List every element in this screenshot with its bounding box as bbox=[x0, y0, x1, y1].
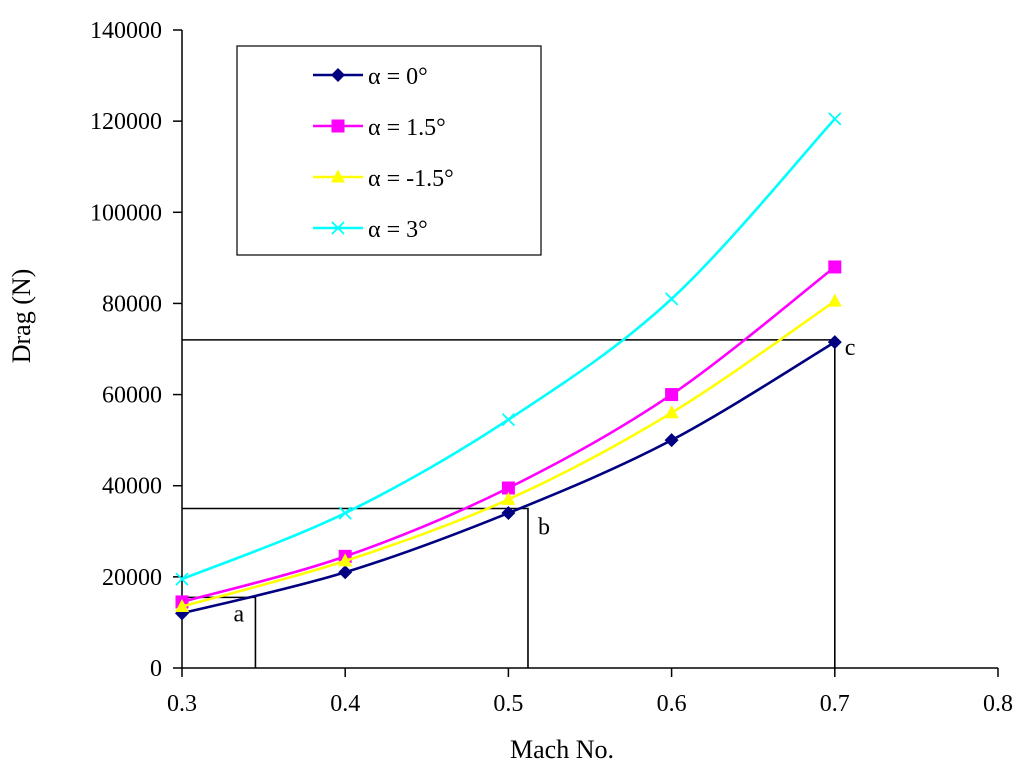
y-tick-label: 100000 bbox=[90, 200, 162, 226]
x-tick-label: 0.4 bbox=[330, 691, 360, 717]
series-2 bbox=[175, 293, 842, 612]
series-layer bbox=[175, 112, 842, 621]
y-tick-label: 140000 bbox=[90, 18, 162, 44]
y-tick-label: 120000 bbox=[90, 109, 162, 135]
data-point bbox=[501, 491, 516, 505]
data-point bbox=[338, 553, 353, 567]
series-line bbox=[181, 341, 836, 615]
legend-label: α = -1.5° bbox=[368, 166, 454, 192]
x-axis-title: Mach No. bbox=[510, 735, 614, 764]
guide-line-b bbox=[182, 507, 529, 668]
legend-entry: α = -1.5° bbox=[313, 166, 454, 192]
legend: α = 0° α = 1.5° α = -1.5° α = 3° bbox=[236, 45, 542, 256]
legend-marker bbox=[331, 221, 345, 235]
legend-marker bbox=[331, 68, 345, 82]
y-tick-label: 80000 bbox=[102, 291, 162, 317]
legend-entry: α = 0° bbox=[313, 64, 428, 90]
y-tick-label: 0 bbox=[150, 656, 162, 682]
data-point bbox=[827, 335, 842, 350]
y-tick-label: 40000 bbox=[102, 474, 162, 500]
point-label-a: a bbox=[233, 601, 244, 627]
data-point bbox=[175, 598, 189, 612]
data-point bbox=[664, 405, 679, 419]
data-point bbox=[828, 260, 842, 274]
data-point bbox=[828, 112, 842, 126]
legend-marker bbox=[331, 169, 345, 183]
x-ticks: 0.3 0.4 0.5 0.6 0.7 0.8 bbox=[167, 668, 1013, 717]
legend-entry: α = 3° bbox=[313, 217, 428, 243]
data-point bbox=[665, 388, 679, 402]
y-ticks: 0 20000 40000 60000 80000 100000 120000 140000 bbox=[90, 18, 182, 682]
x-tick-label: 0.7 bbox=[820, 691, 850, 717]
y-axis-title: Drag (N) bbox=[7, 269, 36, 364]
data-point bbox=[501, 506, 516, 521]
x-tick-label: 0.8 bbox=[983, 691, 1013, 717]
series-line bbox=[181, 117, 836, 581]
x-tick-label: 0.3 bbox=[167, 691, 197, 717]
data-point bbox=[501, 481, 515, 495]
legend-label: α = 0° bbox=[368, 64, 428, 90]
legend-box bbox=[236, 45, 542, 256]
data-point bbox=[501, 412, 516, 427]
data-point bbox=[338, 506, 352, 520]
legend-marker bbox=[331, 119, 345, 133]
data-point bbox=[175, 572, 189, 586]
legend-entry: α = 1.5° bbox=[313, 115, 446, 141]
point-label-b: b bbox=[538, 515, 550, 541]
data-point bbox=[664, 292, 679, 306]
axes bbox=[181, 30, 998, 669]
y-tick-label: 20000 bbox=[102, 565, 162, 591]
guide-line-a bbox=[182, 596, 257, 668]
series-3 bbox=[175, 112, 842, 586]
legend-label: α = 3° bbox=[368, 217, 428, 243]
legend-label: α = 1.5° bbox=[368, 115, 446, 141]
data-point bbox=[664, 433, 679, 448]
series-0 bbox=[175, 335, 842, 621]
data-point bbox=[827, 293, 842, 307]
annotation-layer: a b c bbox=[233, 335, 855, 627]
series-line bbox=[181, 265, 836, 604]
x-tick-label: 0.5 bbox=[493, 691, 523, 717]
data-point bbox=[338, 565, 353, 580]
series-1 bbox=[175, 260, 842, 609]
y-tick-label: 60000 bbox=[102, 383, 162, 409]
point-label-c: c bbox=[845, 335, 856, 361]
x-tick-label: 0.6 bbox=[657, 691, 687, 717]
